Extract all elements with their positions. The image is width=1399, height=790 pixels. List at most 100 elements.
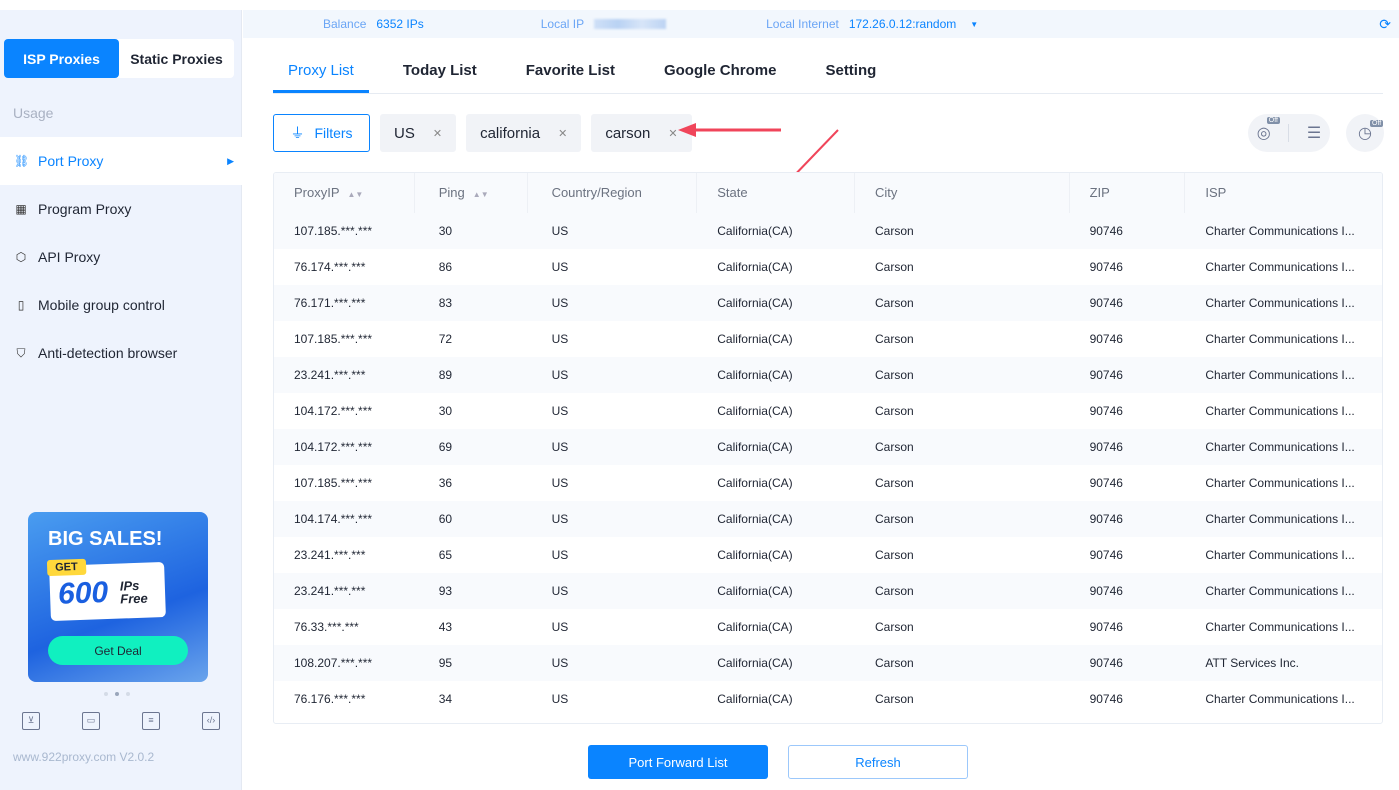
- filter-chip-us: US ✕: [380, 114, 457, 152]
- table-row[interactable]: 107.185.***.*** 36 US California(CA) Carson 9…: [274, 465, 1382, 501]
- sidebar-item-label: Port Proxy: [38, 153, 104, 169]
- table-cell: 89: [438, 368, 453, 382]
- table-cell: US: [551, 260, 569, 274]
- table-row[interactable]: 104.172.***.*** 30 US California(CA) Carson 9…: [274, 393, 1382, 429]
- table-cell: California(CA): [717, 332, 793, 346]
- sort-icon[interactable]: ▲▼: [347, 190, 364, 199]
- table-cell: 90746: [1089, 692, 1123, 706]
- table-cell: US: [551, 296, 569, 310]
- port-forward-list-button[interactable]: Port Forward List: [588, 745, 768, 779]
- table-row[interactable]: 108.207.***.*** 95 US California(CA) Carson 9…: [274, 645, 1382, 681]
- table-cell: 69: [438, 440, 453, 454]
- book-icon[interactable]: ▭: [82, 712, 100, 730]
- column-header[interactable]: ProxyIP ▲▼: [274, 173, 415, 213]
- isp-proxies-tab[interactable]: ISP Proxies: [4, 39, 119, 78]
- table-row[interactable]: 104.172.***.*** 69 US California(CA) Carson 9…: [274, 429, 1382, 465]
- table-cell: Charter Communications I...: [1205, 620, 1355, 634]
- refresh-button[interactable]: Refresh: [788, 745, 968, 779]
- balance-label: Balance: [323, 17, 367, 31]
- table-cell: 107.185.***.***: [294, 332, 373, 346]
- table-cell: 90746: [1089, 404, 1123, 418]
- tab-proxy-list[interactable]: Proxy List: [273, 52, 369, 93]
- table-row[interactable]: 23.241.***.*** 65 US California(CA) Carson 90…: [274, 537, 1382, 573]
- table-cell: 23.241.***.***: [294, 548, 366, 562]
- sidebar-item-anti-detection-browser[interactable]: ⛉ Anti-detection browser: [0, 329, 242, 377]
- table-cell: California(CA): [717, 260, 793, 274]
- table-cell: 90746: [1089, 548, 1123, 562]
- promo-title: BIG SALES!: [48, 528, 163, 550]
- table-row[interactable]: 104.174.***.*** 60 US California(CA) Carson 9…: [274, 501, 1382, 537]
- table-cell: 104.172.***.***: [294, 440, 373, 454]
- promo-banner[interactable]: BIG SALES! GET 600 IPs Free Get Deal: [28, 512, 208, 682]
- tab-favorite-list[interactable]: Favorite List: [525, 62, 615, 79]
- auto-refresh-toggle[interactable]: ◷ Off: [1346, 114, 1384, 152]
- api-icon: ⬡: [15, 250, 27, 264]
- table-cell: Carson: [874, 656, 914, 670]
- table-cell: Charter Communications I...: [1205, 296, 1355, 310]
- table-row[interactable]: 107.185.***.*** 72 US California(CA) Carson 9…: [274, 321, 1382, 357]
- table-cell: Carson: [874, 692, 914, 706]
- table-cell: US: [551, 620, 569, 634]
- local-ip-value-blurred: [594, 19, 667, 29]
- table-cell: 43: [438, 620, 453, 634]
- table-cell: Carson: [874, 332, 914, 346]
- table-cell: California(CA): [717, 368, 793, 382]
- column-header: ISP: [1205, 185, 1227, 200]
- table-row[interactable]: 76.174.***.*** 86 US California(CA) Carson 90…: [274, 249, 1382, 285]
- refresh-icon[interactable]: ⟳: [1379, 15, 1391, 32]
- code-icon[interactable]: ‹/›: [202, 712, 220, 730]
- list-view-icon[interactable]: ☰: [1306, 125, 1322, 142]
- table-row[interactable]: 107.185.***.*** 30 US California(CA) Carson 9…: [274, 213, 1382, 249]
- close-icon[interactable]: ✕: [432, 127, 443, 140]
- proxy-type-switch: ISP Proxies Static Proxies: [4, 39, 234, 78]
- main-tabs: Proxy List Today List Favorite List Goog…: [273, 52, 1383, 94]
- promo-amount: 600: [57, 575, 109, 611]
- carousel-dots[interactable]: [104, 692, 130, 696]
- table-cell: 107.185.***.***: [294, 224, 373, 238]
- table-cell: 76.33.***.***: [294, 620, 359, 634]
- close-icon[interactable]: ✕: [668, 127, 678, 140]
- sidebar-item-label: Anti-detection browser: [38, 345, 178, 361]
- filter-chip-california: california ✕: [466, 114, 582, 152]
- table-cell: 34: [438, 692, 453, 706]
- latency-test-icon[interactable]: ◎ Off: [1256, 117, 1280, 142]
- table-row[interactable]: 76.176.***.*** 34 US California(CA) Carson 90…: [274, 681, 1382, 717]
- column-header[interactable]: Ping ▲▼: [415, 173, 528, 213]
- table-row[interactable]: 76.171.***.*** 83 US California(CA) Carson 90…: [274, 285, 1382, 321]
- column-header: ZIP: [1070, 173, 1186, 213]
- table-cell: 30: [438, 224, 453, 238]
- tab-google-chrome[interactable]: Google Chrome: [663, 62, 777, 79]
- chip-label: US: [394, 124, 415, 142]
- table-cell: Charter Communications I...: [1205, 584, 1355, 598]
- table-cell: US: [551, 512, 569, 526]
- tab-setting[interactable]: Setting: [825, 62, 877, 79]
- table-cell: US: [551, 656, 569, 670]
- table-cell: 86: [438, 260, 453, 274]
- promo-card: GET 600 IPs Free: [46, 558, 166, 621]
- sidebar-item-program-proxy[interactable]: ▦ Program Proxy: [0, 185, 242, 233]
- close-icon[interactable]: ✕: [558, 127, 568, 140]
- table-cell: Charter Communications I...: [1205, 548, 1355, 562]
- sidebar-item-mobile-group-control[interactable]: ▯ Mobile group control: [0, 281, 242, 329]
- cart-icon[interactable]: ⊻: [22, 712, 40, 730]
- get-deal-button[interactable]: Get Deal: [48, 636, 188, 665]
- sidebar-item-port-proxy[interactable]: ⛓ Port Proxy ▶: [0, 137, 242, 185]
- static-proxies-tab[interactable]: Static Proxies: [130, 50, 223, 67]
- table-cell: US: [551, 584, 569, 598]
- table-cell: Charter Communications I...: [1205, 404, 1355, 418]
- tab-today-list[interactable]: Today List: [402, 62, 477, 79]
- table-row[interactable]: 23.241.***.*** 93 US California(CA) Carson 90…: [274, 573, 1382, 609]
- version-footer: www.922proxy.com V2.0.2: [13, 750, 155, 764]
- table-cell: 23.241.***.***: [294, 584, 366, 598]
- table-cell: 90746: [1089, 296, 1123, 310]
- filters-button[interactable]: ⏚ Filters: [273, 114, 370, 152]
- table-cell: 76.174.***.***: [294, 260, 366, 274]
- caret-down-icon[interactable]: ▼: [970, 19, 979, 29]
- table-cell: 104.172.***.***: [294, 404, 373, 418]
- checklist-icon[interactable]: ≡: [142, 712, 160, 730]
- sidebar-item-api-proxy[interactable]: ⬡ API Proxy: [0, 233, 242, 281]
- local-internet-select[interactable]: 172.26.0.12:random: [848, 17, 957, 31]
- table-row[interactable]: 23.241.***.*** 89 US California(CA) Carson 90…: [274, 357, 1382, 393]
- table-row[interactable]: 76.33.***.*** 43 US California(CA) Carson 907…: [274, 609, 1382, 645]
- sort-icon[interactable]: ▲▼: [472, 190, 489, 199]
